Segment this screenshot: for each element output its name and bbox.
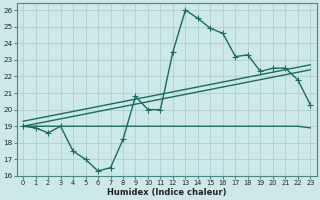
X-axis label: Humidex (Indice chaleur): Humidex (Indice chaleur)	[107, 188, 227, 197]
